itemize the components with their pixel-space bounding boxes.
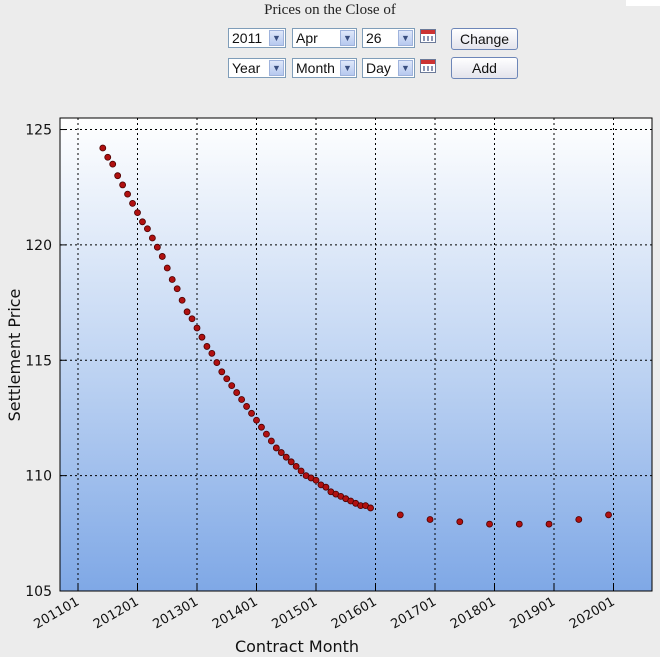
y-tick-label: 110 — [25, 469, 52, 485]
data-point — [367, 504, 374, 512]
y-tick-label: 125 — [25, 123, 52, 139]
data-point — [312, 476, 320, 484]
data-points — [99, 144, 612, 528]
data-point — [426, 516, 434, 523]
data-point — [134, 209, 141, 217]
data-point — [233, 389, 241, 396]
data-point — [605, 511, 612, 519]
data-point — [322, 483, 330, 491]
x-tick-label: 201401 — [210, 594, 260, 632]
data-point — [248, 409, 255, 417]
data-point — [153, 243, 161, 251]
chevron-down-icon: ▼ — [340, 60, 355, 76]
chevron-down-icon: ▼ — [269, 60, 284, 76]
year-add-select[interactable]: Year ▼ — [228, 58, 286, 78]
data-point — [258, 423, 265, 431]
data-point — [545, 520, 553, 528]
data-point — [486, 520, 493, 528]
change-button[interactable]: Change — [451, 28, 518, 50]
data-point — [253, 416, 260, 424]
data-point — [183, 308, 191, 316]
x-tick-label: 201501 — [270, 594, 320, 632]
chevron-down-icon: ▼ — [269, 30, 284, 46]
x-tick-label: 201301 — [151, 594, 201, 632]
data-point — [99, 144, 107, 152]
data-point — [515, 520, 523, 528]
data-point — [297, 467, 305, 475]
y-axis-label: Settlement Price — [5, 289, 24, 422]
chevron-down-icon: ▼ — [398, 60, 413, 76]
add-button[interactable]: Add — [451, 57, 518, 79]
data-point — [238, 396, 246, 403]
calendar-icon[interactable] — [420, 59, 436, 73]
month-add-select[interactable]: Month ▼ — [292, 58, 357, 78]
plot-area — [59, 117, 653, 592]
data-point — [148, 234, 156, 242]
y-tick-label: 105 — [25, 584, 52, 600]
x-tick-labels: 201101 201201 201301 201401 201501 201601 2017… — [32, 594, 618, 632]
data-point — [287, 458, 295, 466]
month-select-value: Apr — [296, 30, 318, 46]
data-point — [208, 349, 216, 357]
data-point — [193, 324, 201, 332]
data-point — [173, 285, 181, 293]
grid — [60, 118, 652, 592]
data-point — [114, 172, 122, 180]
data-point — [456, 518, 464, 526]
x-axis-label: Contract Month — [235, 637, 359, 656]
data-point — [263, 430, 270, 438]
data-point — [292, 463, 300, 470]
x-tick-label: 201201 — [91, 594, 141, 632]
x-tick-label: 202001 — [567, 594, 617, 632]
data-point — [163, 264, 171, 272]
data-point — [178, 296, 186, 304]
data-point — [267, 437, 275, 445]
data-point — [109, 160, 117, 168]
chevron-down-icon: ▼ — [340, 30, 355, 46]
data-point — [213, 359, 221, 366]
corner-box — [626, 0, 660, 6]
y-tick-label: 120 — [25, 238, 52, 254]
data-point — [203, 343, 211, 350]
year-select-value: 2011 — [232, 30, 263, 46]
day-add-value: Day — [366, 60, 391, 76]
data-point — [396, 511, 404, 519]
data-point — [168, 276, 176, 283]
day-select[interactable]: 26 ▼ — [362, 28, 415, 48]
x-tick-label: 201601 — [329, 594, 379, 632]
year-add-value: Year — [232, 60, 261, 76]
month-select[interactable]: Apr ▼ — [292, 28, 357, 48]
data-point — [575, 516, 583, 523]
y-tick-label: 115 — [25, 353, 52, 369]
data-point — [129, 199, 136, 207]
data-point — [223, 375, 231, 383]
data-point — [282, 453, 290, 461]
x-tick-label: 201801 — [448, 594, 498, 632]
data-point — [198, 333, 206, 341]
data-point — [139, 218, 146, 226]
data-point — [218, 368, 226, 376]
day-select-value: 26 — [366, 30, 382, 46]
chevron-down-icon: ▼ — [398, 30, 413, 46]
data-point — [124, 190, 131, 198]
data-point — [277, 449, 285, 456]
x-tick-label: 201101 — [32, 594, 82, 632]
year-select[interactable]: 2011 ▼ — [228, 28, 286, 48]
month-add-value: Month — [296, 60, 335, 76]
calendar-icon[interactable] — [420, 29, 436, 43]
data-point — [272, 444, 280, 452]
y-tick-labels: 105 110 115 120 125 — [25, 123, 52, 600]
data-point — [119, 181, 127, 189]
data-point — [144, 225, 151, 233]
x-tick-label: 201901 — [508, 594, 558, 632]
controls-title: Prices on the Close of — [264, 2, 396, 18]
data-point — [243, 403, 250, 410]
x-tick-label: 201701 — [389, 594, 439, 632]
data-point — [188, 315, 196, 323]
data-point — [158, 253, 166, 260]
data-point — [228, 382, 236, 390]
data-point — [104, 153, 112, 161]
day-add-select[interactable]: Day ▼ — [362, 58, 415, 78]
